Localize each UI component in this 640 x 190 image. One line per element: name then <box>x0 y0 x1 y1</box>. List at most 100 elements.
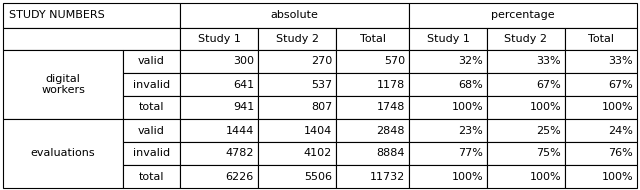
Text: 1444: 1444 <box>226 126 254 135</box>
Text: 77%: 77% <box>458 149 483 158</box>
Text: 68%: 68% <box>458 79 483 89</box>
Bar <box>487 119 565 142</box>
Bar <box>487 165 565 188</box>
Text: 23%: 23% <box>458 126 483 135</box>
Bar <box>409 165 487 188</box>
Text: 537: 537 <box>311 79 332 89</box>
Text: 25%: 25% <box>536 126 561 135</box>
Bar <box>409 3 637 28</box>
Text: 33%: 33% <box>609 56 633 66</box>
Bar <box>180 50 258 73</box>
Text: 100%: 100% <box>529 172 561 181</box>
Text: 941: 941 <box>233 102 254 112</box>
Text: total: total <box>139 102 164 112</box>
Bar <box>565 119 637 142</box>
Text: 33%: 33% <box>536 56 561 66</box>
Bar <box>180 119 258 142</box>
Text: 32%: 32% <box>458 56 483 66</box>
Text: 641: 641 <box>233 79 254 89</box>
Bar <box>123 96 180 119</box>
Bar <box>258 96 336 119</box>
Bar <box>409 142 487 165</box>
Bar <box>123 73 180 96</box>
Text: 4102: 4102 <box>304 149 332 158</box>
Bar <box>487 28 565 50</box>
Bar <box>123 50 180 73</box>
Text: 570: 570 <box>384 56 405 66</box>
Text: 5506: 5506 <box>304 172 332 181</box>
Text: Study 2: Study 2 <box>275 34 319 44</box>
Bar <box>565 50 637 73</box>
Text: 75%: 75% <box>536 149 561 158</box>
Text: 76%: 76% <box>608 149 633 158</box>
Bar <box>180 142 258 165</box>
Bar <box>565 28 637 50</box>
Text: 100%: 100% <box>529 102 561 112</box>
Text: 100%: 100% <box>451 172 483 181</box>
Bar <box>3 50 123 119</box>
Text: valid: valid <box>138 126 165 135</box>
Bar <box>487 50 565 73</box>
Text: 8884: 8884 <box>376 149 405 158</box>
Text: 1404: 1404 <box>304 126 332 135</box>
Text: digital
workers: digital workers <box>41 74 85 95</box>
Bar <box>3 3 180 28</box>
Bar <box>409 96 487 119</box>
Bar <box>3 119 123 188</box>
Bar <box>336 142 409 165</box>
Text: 6226: 6226 <box>226 172 254 181</box>
Bar <box>487 73 565 96</box>
Text: 2848: 2848 <box>376 126 405 135</box>
Bar <box>565 96 637 119</box>
Bar <box>180 3 409 28</box>
Bar <box>565 142 637 165</box>
Text: Study 1: Study 1 <box>198 34 241 44</box>
Text: valid: valid <box>138 56 165 66</box>
Text: 1748: 1748 <box>376 102 405 112</box>
Bar <box>180 96 258 119</box>
Bar <box>3 28 180 50</box>
Text: 270: 270 <box>311 56 332 66</box>
Text: total: total <box>139 172 164 181</box>
Text: Study 1: Study 1 <box>427 34 469 44</box>
Text: Total: Total <box>588 34 614 44</box>
Bar <box>258 28 336 50</box>
Bar <box>409 28 487 50</box>
Bar <box>258 165 336 188</box>
Bar <box>409 73 487 96</box>
Text: invalid: invalid <box>133 149 170 158</box>
Bar <box>180 28 258 50</box>
Bar <box>180 73 258 96</box>
Text: 100%: 100% <box>451 102 483 112</box>
Text: 11732: 11732 <box>370 172 405 181</box>
Text: invalid: invalid <box>133 79 170 89</box>
Bar <box>123 165 180 188</box>
Bar <box>258 73 336 96</box>
Bar <box>487 96 565 119</box>
Text: 4782: 4782 <box>225 149 254 158</box>
Text: 67%: 67% <box>608 79 633 89</box>
Text: 1178: 1178 <box>377 79 405 89</box>
Text: 100%: 100% <box>602 102 633 112</box>
Bar <box>487 142 565 165</box>
Text: evaluations: evaluations <box>31 149 95 158</box>
Bar <box>336 50 409 73</box>
Bar <box>565 165 637 188</box>
Bar <box>565 73 637 96</box>
Text: Total: Total <box>360 34 385 44</box>
Bar <box>258 142 336 165</box>
Bar <box>336 119 409 142</box>
Text: Study 2: Study 2 <box>504 34 547 44</box>
Text: 300: 300 <box>233 56 254 66</box>
Text: STUDY NUMBERS: STUDY NUMBERS <box>9 10 105 21</box>
Bar <box>336 28 409 50</box>
Bar <box>336 73 409 96</box>
Bar <box>123 142 180 165</box>
Bar <box>123 119 180 142</box>
Text: absolute: absolute <box>271 10 319 21</box>
Text: 67%: 67% <box>536 79 561 89</box>
Text: 807: 807 <box>311 102 332 112</box>
Bar <box>409 50 487 73</box>
Bar <box>336 96 409 119</box>
Text: 100%: 100% <box>602 172 633 181</box>
